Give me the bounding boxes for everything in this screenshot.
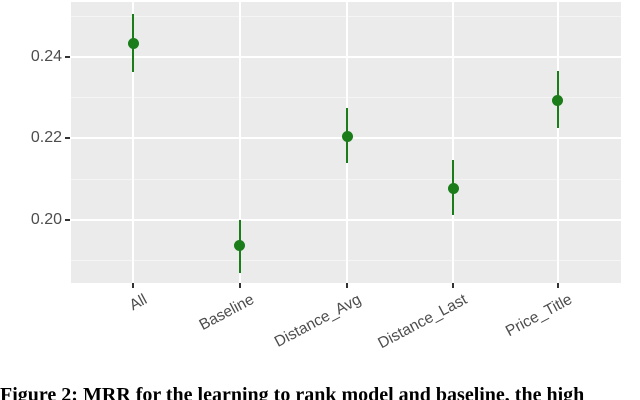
x-tick-mark <box>238 283 241 288</box>
data-point <box>447 183 459 195</box>
x-tick-mark <box>132 283 135 288</box>
data-point <box>234 240 246 252</box>
grid-major-vline <box>556 2 559 283</box>
x-tick-mark <box>346 283 349 288</box>
grid-minor-line <box>71 15 621 17</box>
figure-caption: Figure 2: MRR for the learning to rank m… <box>0 384 585 400</box>
grid-major-line <box>71 55 621 58</box>
y-tick-label: 0.24 <box>30 47 62 65</box>
y-tick-label: 0.22 <box>30 129 62 147</box>
y-tick-mark <box>65 55 70 58</box>
plot-panel <box>71 2 621 283</box>
data-point <box>127 37 139 49</box>
data-point <box>341 130 353 142</box>
y-tick-mark <box>65 137 70 140</box>
x-tick-mark <box>556 283 559 288</box>
y-tick-mark <box>65 218 70 221</box>
grid-major-vline <box>132 2 135 283</box>
grid-minor-line <box>71 260 621 262</box>
x-tick-mark <box>452 283 455 288</box>
data-point <box>552 95 564 107</box>
grid-major-vline <box>452 2 455 283</box>
grid-major-line <box>71 218 621 221</box>
mrr-pointrange-chart: 0.20 0.22 0.24 All Baseline Distance_Avg Dist… <box>30 2 621 352</box>
grid-major-vline <box>238 2 241 283</box>
grid-minor-line <box>71 178 621 180</box>
y-tick-label: 0.20 <box>30 210 62 228</box>
grid-minor-line <box>71 97 621 99</box>
